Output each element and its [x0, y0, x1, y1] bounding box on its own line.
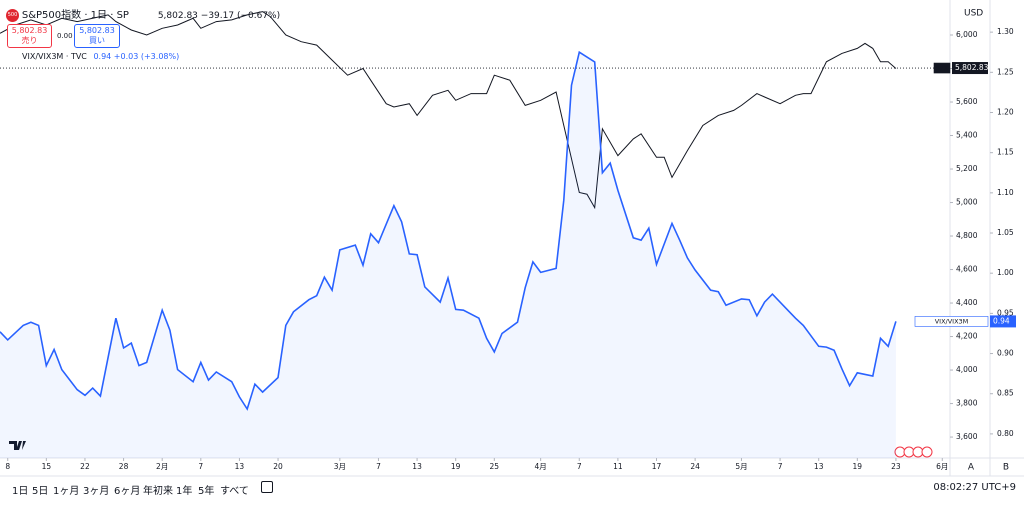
y-tick-label: 4,400 [956, 298, 978, 307]
price: 5,802.83 [157, 11, 198, 21]
x-tick-label: 5月 [735, 462, 747, 471]
sell-label: 売り [21, 36, 38, 45]
x-tick-label: 15 [42, 462, 52, 471]
y-tick-label: 4,200 [956, 332, 978, 341]
x-tick-label: 3月 [334, 462, 346, 471]
y-tick-label: 5,200 [956, 164, 978, 173]
series-tag [933, 62, 951, 74]
series-line [0, 50, 897, 411]
range-button[interactable]: すべて [220, 486, 249, 497]
buy-label: 買い [89, 36, 105, 45]
symbol[interactable]: S&P500指数 · 1日 · SP [21, 10, 129, 21]
y2-tick-label: 0.80 [997, 429, 1014, 438]
x-tick-label: 6月 [936, 462, 948, 471]
sell-button[interactable]: 5,802.83 売り [7, 24, 52, 48]
x-tick-label: 19 [451, 462, 461, 471]
y2-tick-label: 1.20 [997, 107, 1014, 116]
x-tick-label: 19 [853, 462, 863, 471]
change: −39.17 (−0.67%) [200, 11, 281, 21]
x-tick-label: 22 [80, 462, 90, 471]
event-icons [894, 446, 933, 458]
y2-tick-label: 0.95 [997, 308, 1014, 317]
x-tick-label: 13 [235, 462, 245, 471]
y-tick-label: 5,600 [956, 97, 978, 106]
y-tick-label: 3,800 [956, 399, 978, 408]
background [0, 0, 1024, 476]
x-tick-label: 17 [652, 462, 662, 471]
series-name: SPX [936, 64, 949, 72]
range-button[interactable]: 5年 [198, 486, 215, 497]
range-button[interactable]: 年初来 [143, 486, 173, 497]
y2-tick-label: 1.10 [997, 188, 1014, 197]
y2-tick-label: 1.05 [997, 228, 1014, 237]
x-tick-label: 25 [490, 462, 500, 471]
x-tick-label: 13 [814, 462, 824, 471]
y-tick-label: 5,400 [956, 131, 978, 140]
x-tick-label: 11 [613, 462, 623, 471]
y2-tick-label: 0.85 [997, 389, 1014, 398]
x-tick-label: 24 [690, 462, 700, 471]
x-tick-label: 7 [778, 462, 783, 471]
y-tick-label: 6,000 [956, 30, 978, 39]
sell-price: 5,802.83 [11, 26, 48, 35]
series-name: VIX/VIX3M [935, 317, 969, 325]
date-range-icon[interactable] [261, 481, 273, 493]
range-button[interactable]: 1年 [176, 486, 193, 497]
y2-tick-label: 1.25 [997, 67, 1014, 76]
x-tick-label: 7 [376, 462, 381, 471]
y-tick-label: 3,600 [956, 432, 978, 441]
scale-button[interactable]: B [1003, 463, 1009, 473]
series-tag [914, 316, 989, 327]
x-tick-label: 23 [891, 462, 901, 471]
series-line [0, 11, 897, 210]
y2-tick-label: 1.15 [997, 148, 1014, 157]
last-price-tag [952, 62, 988, 75]
x-tick-label: 7 [577, 462, 582, 471]
y-tick-label: 4,600 [956, 265, 978, 274]
scale-button[interactable]: A [968, 463, 975, 473]
change: +0.03 (+3.08%) [113, 52, 180, 61]
spread: 0.00 [57, 32, 73, 40]
legend-row: 500 S&P500指数 · 1日 · SP 5,802.83 −39.17 (… [6, 6, 280, 22]
price: 0.94 [93, 52, 112, 61]
symbol[interactable]: VIX/VIX3M · TVC [22, 52, 87, 61]
y-tick-label: 5,000 [956, 198, 978, 207]
buy-price: 5,802.83 [79, 26, 115, 35]
buy-button[interactable]: 5,802.83 買い [74, 24, 120, 48]
x-tick-label: 4月 [535, 462, 547, 471]
tv-logo [9, 441, 26, 450]
symbol-icon: 500 [6, 9, 19, 22]
legend-row: VIX/VIX3M · TVC 0.94 +0.03 (+3.08%) [22, 52, 179, 61]
y2-tick-label: 1.00 [997, 268, 1014, 277]
last-price-label: 0.94 [993, 316, 1010, 325]
series-area [0, 52, 896, 458]
x-tick-label: 20 [273, 462, 283, 471]
clock: 08:02:27 UTC+9 [933, 482, 1016, 493]
y-tick-label: 4,000 [956, 365, 978, 374]
range-button[interactable]: 5日 [32, 486, 49, 497]
range-button[interactable]: 1日 [12, 486, 29, 497]
range-button[interactable]: 6ヶ月 [114, 486, 141, 497]
x-tick-label: 28 [119, 462, 129, 471]
x-tick-label: 2月 [156, 462, 168, 471]
last-price-label: 5,802.83 [955, 63, 989, 72]
y-tick-label: 4,800 [956, 231, 978, 240]
axis-unit: USD [964, 9, 983, 19]
range-button[interactable]: 1ヶ月 [53, 486, 80, 497]
y2-tick-label: 1.30 [997, 27, 1014, 36]
range-button[interactable]: 3ヶ月 [83, 486, 110, 497]
x-tick-label: 7 [198, 462, 203, 471]
y2-tick-label: 0.90 [997, 349, 1014, 358]
x-tick-label: 8 [5, 462, 10, 471]
x-tick-label: 13 [412, 462, 422, 471]
last-price-tag [990, 315, 1016, 328]
